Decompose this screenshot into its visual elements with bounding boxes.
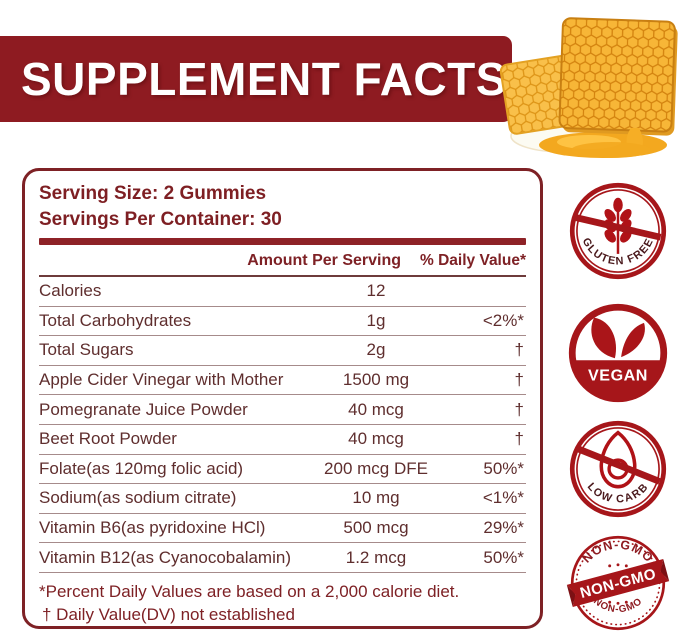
nutrient-amount: 40 mcg (348, 399, 404, 419)
table-row: Total Carbohydrates 1g <2%* (39, 307, 526, 337)
table-row: Sodium(as sodium citrate) 10 mg <1%* (39, 484, 526, 514)
table-row: Pomegranate Juice Powder 40 mcg † (39, 395, 526, 425)
table-row: Apple Cider Vinegar with Mother 1500 mg … (39, 366, 526, 396)
column-header-daily-value: % Daily Value* (420, 252, 526, 269)
nutrient-name: Calories (39, 281, 102, 301)
banner-title: SUPPLEMENT FACTS (21, 53, 507, 105)
table-row: Vitamin B12(as Cyanocobalamin) 1.2 mcg 5… (39, 543, 526, 573)
footnotes: *Percent Daily Values are based on a 2,0… (39, 580, 526, 626)
nutrient-name: Vitamin B6(as pyridoxine HCl) (39, 518, 266, 538)
banner: SUPPLEMENT FACTS (0, 36, 512, 122)
nutrient-amount: 10 mg (352, 488, 400, 508)
nutrient-daily-value: † (514, 399, 524, 419)
nutrient-name: Total Sugars (39, 340, 134, 360)
nutrient-daily-value: 29%* (483, 518, 524, 538)
divider-thick (39, 238, 526, 245)
nutrient-daily-value: † (514, 340, 524, 360)
nutrient-amount: 40 mcg (348, 429, 404, 449)
table-row: Calories 12 (39, 277, 526, 307)
facts-panel: Serving Size: 2 Gummies Servings Per Con… (22, 168, 543, 629)
nutrient-name: Sodium(as sodium citrate) (39, 488, 237, 508)
nutrient-name: Apple Cider Vinegar with Mother (39, 370, 284, 390)
nutrient-daily-value: † (514, 429, 524, 449)
footnote-dv-not-established: † Daily Value(DV) not established (42, 604, 295, 624)
nutrient-daily-value: † (514, 370, 524, 390)
no-slash-icon (575, 445, 661, 485)
nutrient-name: Pomegranate Juice Powder (39, 399, 248, 419)
non-gmo-badge: NON-GMO NON-GMO NON-GMO (566, 531, 670, 633)
nutrient-daily-value: <2%* (482, 310, 524, 330)
footnote-daily-value: *Percent Daily Values are based on a 2,0… (39, 581, 460, 601)
table-row: Folate(as 120mg folic acid) 200 mcg DFE … (39, 455, 526, 485)
table-header-row: Amount Per Serving % Daily Value* (39, 245, 526, 277)
nutrient-amount: 1.2 mcg (345, 547, 407, 567)
table-row: Total Sugars 2g † (39, 336, 526, 366)
nutrient-amount: 2g (366, 340, 386, 360)
table-row: Vitamin B6(as pyridoxine HCl) 500 mcg 29… (39, 514, 526, 544)
nutrition-table: Calories 12 Total Carbohydrates 1g <2%* … (39, 277, 526, 573)
nutrient-name: Folate(as 120mg folic acid) (39, 458, 244, 478)
nutrient-name: Vitamin B12(as Cyanocobalamin) (39, 547, 291, 567)
nutrient-daily-value: <1%* (482, 488, 524, 508)
gluten-free-badge: GLUTEN FREE (566, 179, 670, 283)
nutrient-daily-value: 50%* (483, 458, 524, 478)
column-header-amount: Amount Per Serving (247, 252, 402, 269)
table-row: Beet Root Powder 40 mcg † (39, 425, 526, 455)
nutrient-name: Beet Root Powder (39, 429, 177, 449)
leaves-icon (591, 317, 645, 359)
servings-per-container: Servings Per Container: 30 (39, 208, 282, 230)
vegan-badge: VEGAN (566, 301, 670, 405)
nutrient-amount: 12 (366, 281, 386, 301)
nutrient-name: Total Carbohydrates (39, 310, 192, 330)
star-dots (608, 563, 628, 605)
low-carb-badge: LOW CARB (566, 417, 670, 521)
nutrient-amount: 500 mcg (343, 518, 409, 538)
nutrient-amount: 1500 mg (342, 370, 410, 390)
nutrient-daily-value: 50%* (483, 547, 524, 567)
honeycomb-image (499, 17, 678, 158)
serving-size: Serving Size: 2 Gummies (39, 183, 267, 204)
nutrient-amount: 200 mcg DFE (324, 458, 428, 478)
nutrient-amount: 1g (366, 310, 386, 330)
no-slash-icon (574, 214, 662, 241)
vegan-label: VEGAN (588, 367, 648, 385)
